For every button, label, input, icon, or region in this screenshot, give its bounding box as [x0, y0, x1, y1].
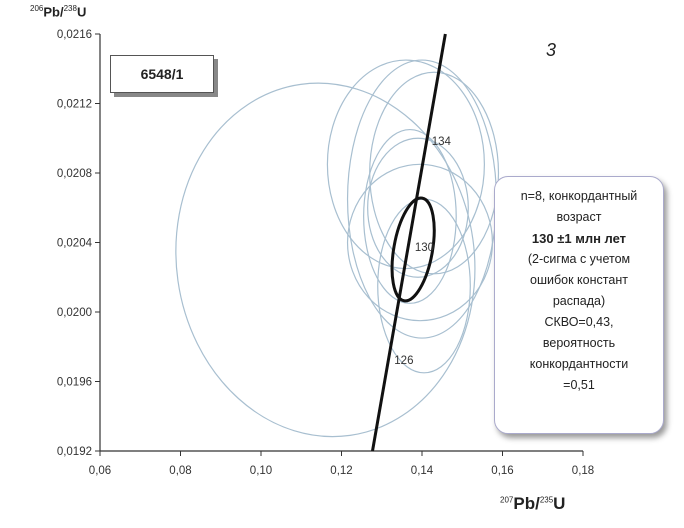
sample-label: 6548/1 — [140, 66, 184, 82]
info-line: =0,51 — [563, 378, 595, 392]
error-ellipse — [367, 137, 469, 278]
concordia-age-ellipse — [390, 196, 436, 303]
y-axis-label: 206Pb/238U — [30, 4, 87, 20]
x-tick-label: 0,10 — [250, 465, 272, 477]
x-axis-label: 207Pb/235U — [500, 494, 566, 513]
x-tick-label: 0,16 — [491, 465, 513, 477]
concordia: 126 130 134 — [371, 33, 452, 452]
x-tick-label: 0,12 — [330, 465, 352, 477]
panel-number: 3 — [546, 40, 557, 60]
error-ellipse — [363, 128, 457, 304]
axes: 0,06 0,08 0,10 0,12 0,14 0,16 0,18 0,0192 0,0196… — [57, 29, 594, 477]
sample-label-box: 6548/1 — [110, 55, 214, 93]
x-tick-label: 0,18 — [572, 465, 594, 477]
info-line: вероятность — [542, 336, 616, 350]
error-ellipse — [326, 59, 485, 270]
concordia-curve — [371, 33, 447, 452]
y-tick-label: 0,0208 — [57, 168, 92, 180]
y-tick-label: 0,0196 — [57, 377, 92, 389]
info-line: конкордантности — [529, 357, 629, 371]
result-info-box: n=8, конкордантный возраст 130 ±1 млн ле… — [494, 176, 664, 434]
info-line: СКВО=0,43, — [544, 315, 614, 329]
y-tick-label: 0,0216 — [57, 29, 92, 41]
info-line: (2-сигма с учетом — [527, 252, 631, 266]
info-line: n=8, конкордантный — [520, 189, 638, 203]
error-ellipse — [175, 82, 476, 438]
y-tick-label: 0,0204 — [57, 238, 93, 250]
info-age: 130 ±1 млн лет — [531, 231, 627, 246]
x-tick-label: 0,14 — [411, 465, 434, 477]
concordia-age-label: 134 — [432, 136, 452, 148]
concordia-age-label: 126 — [394, 355, 413, 367]
x-tick-label: 0,06 — [89, 465, 111, 477]
error-ellipses — [175, 59, 500, 438]
info-line: возраст — [556, 210, 602, 224]
concordia-age-label: 130 — [415, 242, 434, 254]
y-tick-label: 0,0200 — [57, 307, 92, 319]
y-tick-label: 0,0212 — [57, 99, 92, 111]
error-ellipse — [346, 163, 494, 322]
x-tick-label: 0,08 — [169, 465, 191, 477]
y-tick-label: 0,0192 — [57, 446, 92, 458]
info-line: распада) — [552, 294, 606, 308]
info-line: ошибок констант — [530, 273, 628, 287]
